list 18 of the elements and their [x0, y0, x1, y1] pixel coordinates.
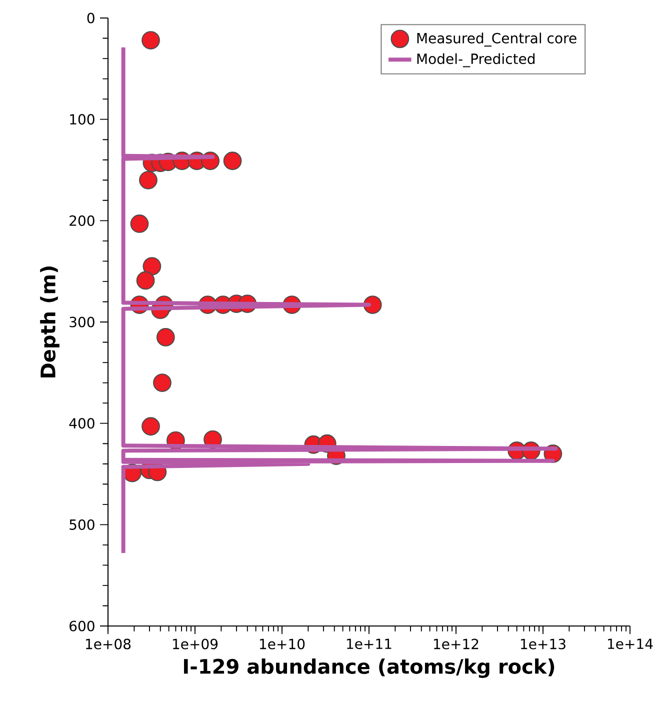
y-tick-label: 400: [69, 418, 94, 429]
y-tick-label: 200: [70, 215, 94, 226]
legend-label: Measured_Central core: [417, 32, 576, 47]
x-tick-label: 1e+10: [260, 638, 305, 650]
x-axis-title: I-129 abundance (atoms/kg rock): [184, 658, 554, 678]
x-tick-label: 1e+12: [434, 638, 478, 650]
y-tick-label: 0: [87, 12, 94, 24]
y-axis-title: Depth (m): [40, 266, 60, 378]
y-tick-label: 600: [70, 620, 94, 632]
x-tick-label: 1e+11: [347, 638, 392, 650]
x-tick-label: 1e+13: [521, 638, 566, 650]
y-tick-label: 500: [70, 519, 94, 530]
x-tick-label: 1e+14: [608, 638, 653, 650]
legend-label: Model-_Predicted: [417, 53, 535, 68]
x-tick-label: 1e+09: [173, 638, 218, 650]
y-tick-label: 300: [70, 316, 94, 328]
y-tick-label: 100: [70, 114, 94, 125]
x-tick-label: 1e+08: [86, 638, 131, 650]
